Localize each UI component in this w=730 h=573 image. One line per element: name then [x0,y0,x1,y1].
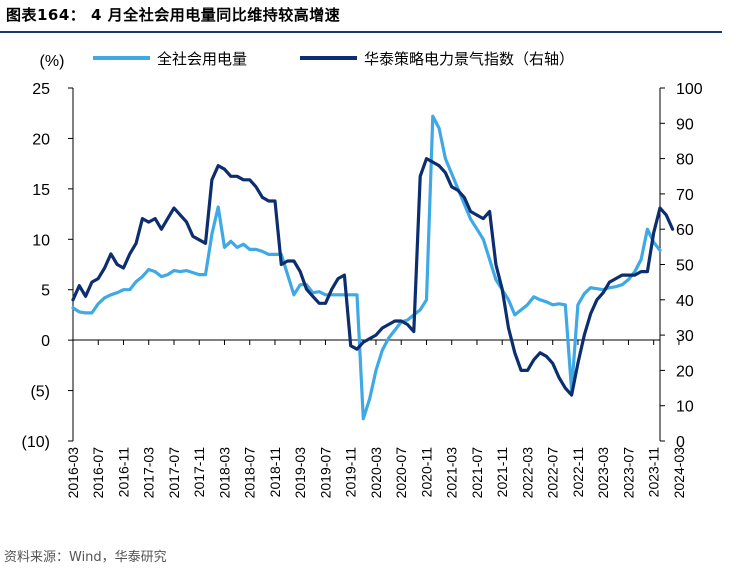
right-tick-label: 30 [676,328,694,345]
legend-label-power-index: 华泰策略电力景气指数（右轴） [364,51,574,68]
right-tick-label: 80 [676,152,694,169]
x-tick-label: 2020-07 [393,447,409,499]
x-tick-label: 2022-03 [519,447,535,499]
right-tick-labels: 0 10 20 30 40 50 60 70 80 90 100 [660,81,703,451]
x-tick-label: 2018-11 [267,447,283,498]
legend: 全社会用电量 华泰策略电力景气指数（右轴） [93,50,574,68]
x-tick-label: 2023-11 [646,447,662,498]
x-tick-label: 2021-11 [494,447,510,498]
x-tick-labels: 2016-03 2016-07 2016-11 2017-03 2017-07 2017-… [65,340,687,498]
legend-label-electricity-consumption: 全社会用电量 [157,50,247,68]
right-tick-label: 40 [676,293,694,310]
x-tick-label: 2023-07 [620,447,636,499]
left-tick-label: 0 [41,333,50,350]
title-rule [0,31,722,33]
x-tick-label: 2022-07 [545,447,561,499]
x-tick-label: 2020-11 [418,447,434,498]
chart-title: 图表164： 4 月全社会用电量同比维持较高增速 [6,6,341,24]
x-tick-label: 2017-03 [141,447,157,499]
right-tick-label: 0 [676,434,685,451]
y-axis-label: (%) [40,53,65,70]
right-tick-label: 100 [676,81,703,98]
x-tick-label: 2019-07 [317,447,333,499]
x-tick-label: 2016-11 [115,447,131,498]
left-tick-label: (10) [22,434,50,451]
source-note: 资料来源：Wind，华泰研究 [4,550,167,565]
left-tick-label: (5) [30,384,50,401]
x-tick-label: 2017-07 [166,447,182,499]
series-lines [71,114,675,421]
right-tick-label: 60 [676,222,694,239]
right-tick-label: 20 [676,363,694,380]
left-tick-label: 20 [32,131,50,148]
x-tick-label: 2018-07 [242,447,258,499]
left-tick-label: 25 [32,81,50,98]
x-tick-label: 2023-03 [595,447,611,499]
x-tick-label: 2016-07 [90,447,106,499]
right-tick-label: 50 [676,258,694,275]
x-tick-label: 2019-11 [343,447,359,498]
x-tick-label: 2019-03 [292,447,308,499]
x-tick-label: 2024-03 [671,447,687,499]
left-tick-label: 10 [32,232,50,249]
x-tick-label: 2021-07 [469,447,485,499]
x-tick-label: 2022-11 [570,447,586,498]
left-tick-label: 5 [41,283,50,300]
left-tick-label: 15 [32,182,50,199]
x-tick-label: 2018-03 [216,447,232,499]
x-tick-label: 2020-03 [368,447,384,499]
right-tick-label: 90 [676,116,694,133]
x-tick-label: 2016-03 [65,447,81,499]
x-tick-label: 2017-11 [191,447,207,498]
x-tick-label: 2021-03 [444,447,460,499]
series-line-electricity-consumption [71,114,662,421]
left-tick-labels: (10) (5) 0 5 10 15 20 25 [22,81,73,451]
series-line-power-index [71,157,675,397]
right-tick-label: 70 [676,187,694,204]
right-tick-label: 10 [676,399,694,416]
